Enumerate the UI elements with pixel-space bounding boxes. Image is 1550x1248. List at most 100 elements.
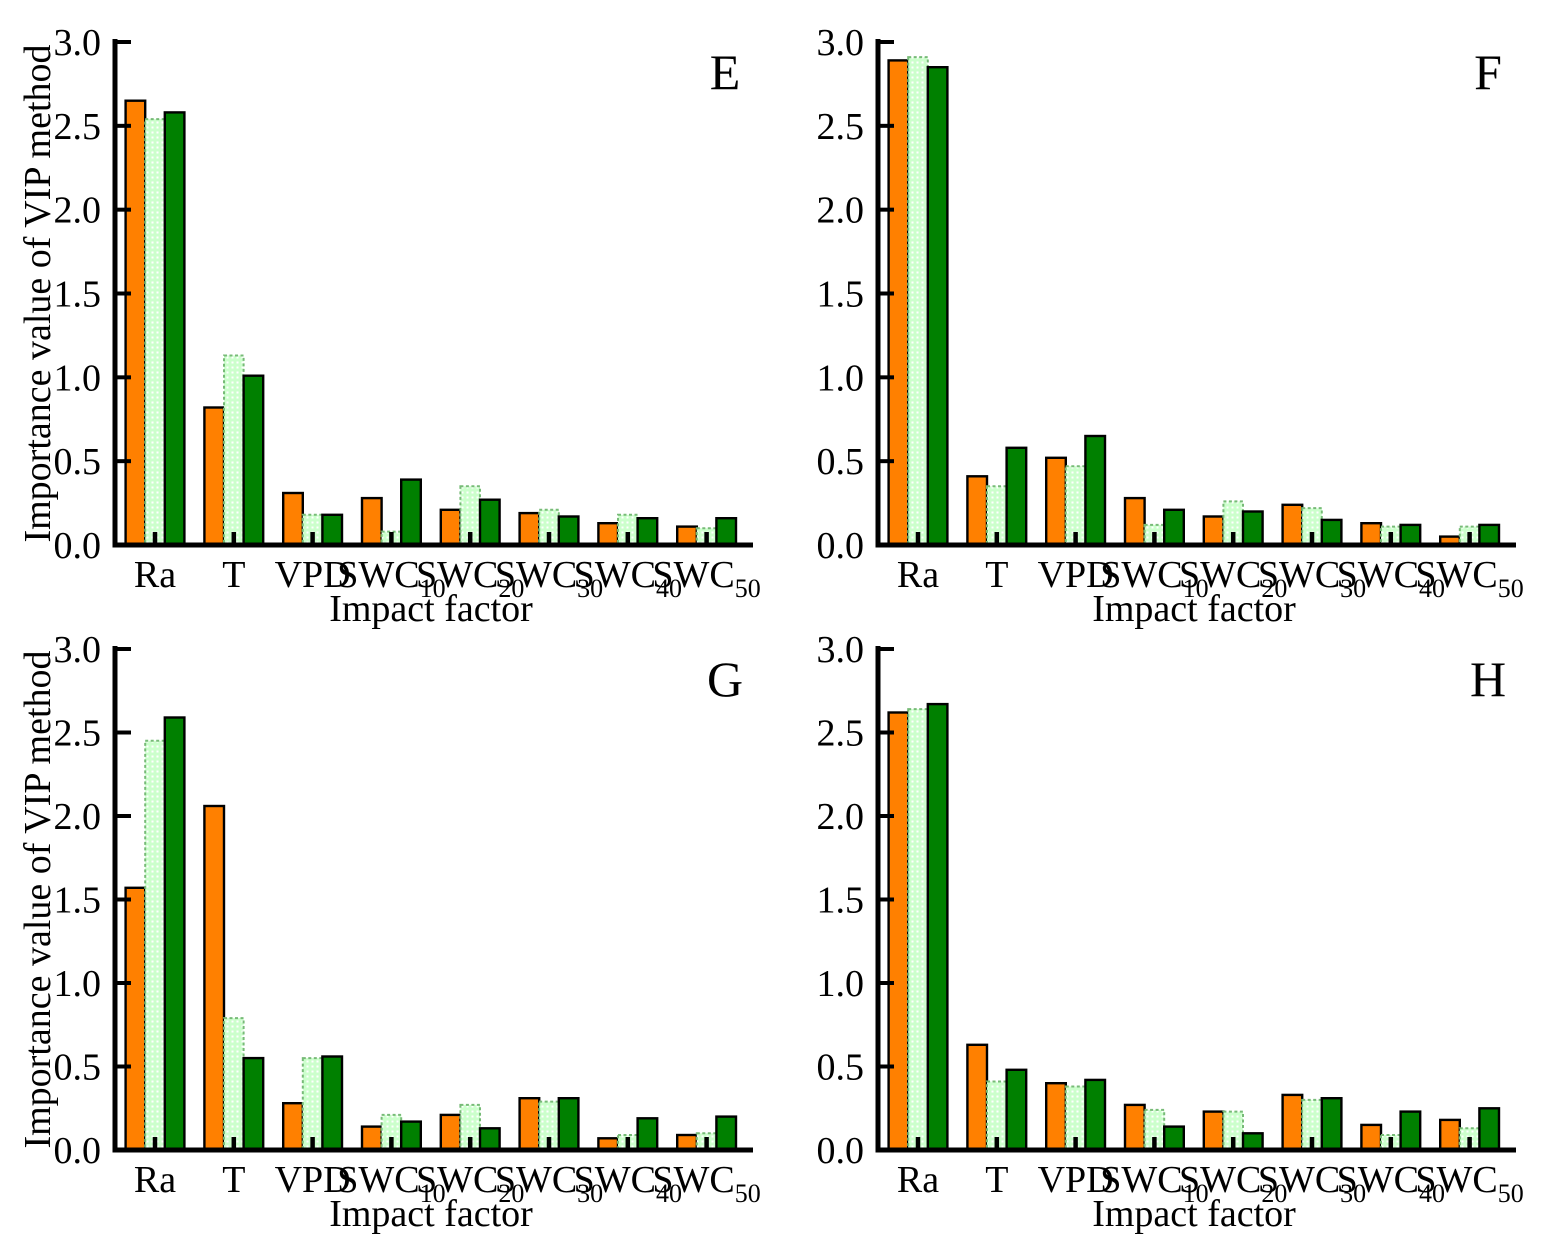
bar-H-SWC40-series-1-orange — [1360, 1123, 1383, 1152]
x-axis-title-G: Impact factor — [329, 1193, 533, 1235]
bar-H-T-series-3-dark-green — [1005, 1068, 1028, 1152]
bar-E-SWC20-series-3-dark-green — [478, 498, 501, 547]
y-tick-label-H: 2.0 — [817, 796, 865, 838]
x-tick-label-H-SWC50: SWC50 — [1415, 1159, 1523, 1208]
bar-F-VPD-series-2-light-green-hatched — [1064, 465, 1087, 547]
y-tick-label-F: 0.5 — [817, 441, 865, 483]
y-tick-label-F: 1.5 — [817, 274, 865, 316]
x-tick-label-H-T: T — [985, 1159, 1008, 1201]
bar-F-T-series-3-dark-green — [1005, 446, 1028, 547]
bars-group-E — [124, 99, 738, 547]
x-tick-label-F-T: T — [985, 554, 1008, 596]
bar-F-SWC50-series-3-dark-green — [1478, 523, 1501, 547]
bar-G-T-series-1-orange — [203, 804, 226, 1152]
y-tick-label-F: 3.0 — [817, 22, 865, 64]
x-tick-label-F-SWC50: SWC50 — [1415, 554, 1523, 603]
bar-E-SWC30-series-2-light-green-hatched — [538, 508, 560, 546]
x-tick-label-F-Ra: Ra — [897, 554, 939, 596]
bar-G-SWC10-series-1-orange — [360, 1125, 383, 1152]
chart-panel-bottom-left: 0.00.51.01.52.02.53.0Ra T VPDSWC10SWC20SWC… — [17, 629, 761, 1235]
bar-H-VPD-series-3-dark-green — [1084, 1078, 1107, 1152]
x-tick-label-E-SWC10: SWC10 — [337, 554, 445, 603]
bar-G-Ra-series-1-orange — [124, 886, 147, 1152]
x-tick-label-H-SWC30: SWC30 — [1258, 1159, 1366, 1208]
x-tick-label-E-SWC40: SWC40 — [574, 554, 682, 603]
x-tick-label-G-T: T — [222, 1159, 245, 1201]
bar-F-SWC30-series-3-dark-green — [1320, 518, 1343, 547]
bar-G-VPD-series-3-dark-green — [321, 1055, 344, 1152]
bar-F-Ra-series-1-orange — [887, 59, 910, 547]
y-tick-label-H: 1.5 — [817, 880, 865, 922]
x-tick-label-G-SWC30: SWC30 — [495, 1159, 603, 1208]
y-tick-label-G: 0.0 — [54, 1130, 102, 1172]
bar-E-T-series-3-dark-green — [242, 374, 265, 547]
x-tick-label-E-SWC20: SWC20 — [416, 554, 524, 603]
x-tick-label-F-SWC40: SWC40 — [1337, 554, 1445, 603]
bar-E-SWC40-series-1-orange — [597, 522, 620, 547]
panel-label-H: H — [1470, 651, 1506, 707]
bar-H-SWC30-series-1-orange — [1281, 1093, 1304, 1152]
x-tick-label-F-VPD: VPD — [1038, 554, 1114, 596]
y-tick-label-G: 3.0 — [54, 629, 102, 671]
bar-G-T-series-2-light-green-hatched — [223, 1017, 245, 1151]
x-tick-label-F-SWC10: SWC10 — [1100, 554, 1208, 603]
bar-F-VPD-series-1-orange — [1045, 456, 1068, 547]
x-tick-label-H-SWC20: SWC20 — [1179, 1159, 1287, 1208]
x-axis-title-E: Impact factor — [329, 588, 533, 630]
bar-H-T-series-2-light-green-hatched — [986, 1080, 1008, 1151]
bar-G-SWC20-series-1-orange — [439, 1113, 462, 1152]
bar-H-SWC40-series-3-dark-green — [1399, 1110, 1422, 1152]
x-axis-title-F: Impact factor — [1092, 588, 1296, 630]
bar-H-SWC10-series-1-orange — [1123, 1103, 1146, 1152]
x-tick-label-G-Ra: Ra — [134, 1159, 176, 1201]
x-tick-label-E-SWC50: SWC50 — [652, 554, 760, 603]
panel-label-G: G — [707, 651, 743, 707]
x-tick-label-E-Ra: Ra — [134, 554, 176, 596]
y-tick-label-E: 2.0 — [54, 190, 102, 232]
bar-G-SWC40-series-3-dark-green — [636, 1117, 659, 1152]
y-tick-label-E: 1.0 — [54, 357, 102, 399]
x-tick-label-F-SWC20: SWC20 — [1179, 554, 1287, 603]
bar-E-SWC50-series-1-orange — [676, 525, 699, 547]
bar-G-VPD-series-1-orange — [282, 1102, 305, 1152]
bars-group-G — [124, 716, 738, 1152]
bars-group-H — [887, 702, 1501, 1152]
bar-H-VPD-series-1-orange — [1045, 1082, 1068, 1152]
bar-G-Ra-series-3-dark-green — [163, 716, 186, 1152]
bar-H-SWC50-series-3-dark-green — [1478, 1107, 1501, 1152]
x-axis-title-H: Impact factor — [1092, 1193, 1296, 1235]
bar-H-Ra-series-2-light-green-hatched — [907, 708, 929, 1151]
bar-E-SWC30-series-1-orange — [518, 511, 541, 547]
bar-F-Ra-series-3-dark-green — [926, 65, 949, 547]
bar-E-VPD-series-1-orange — [282, 491, 305, 547]
y-tick-label-E: 3.0 — [54, 22, 102, 64]
bar-E-T-series-1-orange — [203, 406, 226, 547]
bar-E-VPD-series-3-dark-green — [321, 513, 344, 547]
bar-F-VPD-series-3-dark-green — [1084, 434, 1107, 547]
x-tick-label-G-SWC40: SWC40 — [574, 1159, 682, 1208]
bar-G-SWC10-series-3-dark-green — [400, 1120, 423, 1152]
chart-panel-bottom-right: 0.00.51.01.52.02.53.0Ra T VPDSWC10SWC20SWC… — [817, 629, 1524, 1235]
y-tick-label-H: 2.5 — [817, 713, 865, 755]
bar-E-Ra-series-2-light-green-hatched — [144, 118, 166, 546]
axes-H — [875, 646, 1516, 1153]
bar-G-SWC30-series-1-orange — [518, 1097, 541, 1152]
x-tick-label-E-VPD: VPD — [275, 554, 351, 596]
bars-group-F — [887, 56, 1501, 547]
x-tick-label-H-VPD: VPD — [1038, 1159, 1114, 1201]
y-tick-label-E: 0.0 — [54, 525, 102, 567]
y-tick-label-E: 2.5 — [54, 106, 102, 148]
axes-F — [875, 39, 1516, 548]
x-tick-label-G-SWC10: SWC10 — [337, 1159, 445, 1208]
bar-H-SWC50-series-1-orange — [1439, 1118, 1462, 1152]
bar-F-SWC40-series-1-orange — [1360, 522, 1383, 547]
y-tick-label-F: 0.0 — [817, 525, 865, 567]
bar-G-SWC50-series-3-dark-green — [715, 1115, 738, 1152]
bar-G-Ra-series-2-light-green-hatched — [144, 739, 166, 1152]
y-tick-label-G: 2.0 — [54, 796, 102, 838]
bar-F-T-series-1-orange — [966, 475, 989, 547]
bar-F-Ra-series-2-light-green-hatched — [907, 56, 929, 546]
bar-H-T-series-1-orange — [966, 1043, 989, 1152]
y-tick-label-H: 3.0 — [817, 629, 865, 671]
x-tick-label-G-SWC50: SWC50 — [652, 1159, 760, 1208]
